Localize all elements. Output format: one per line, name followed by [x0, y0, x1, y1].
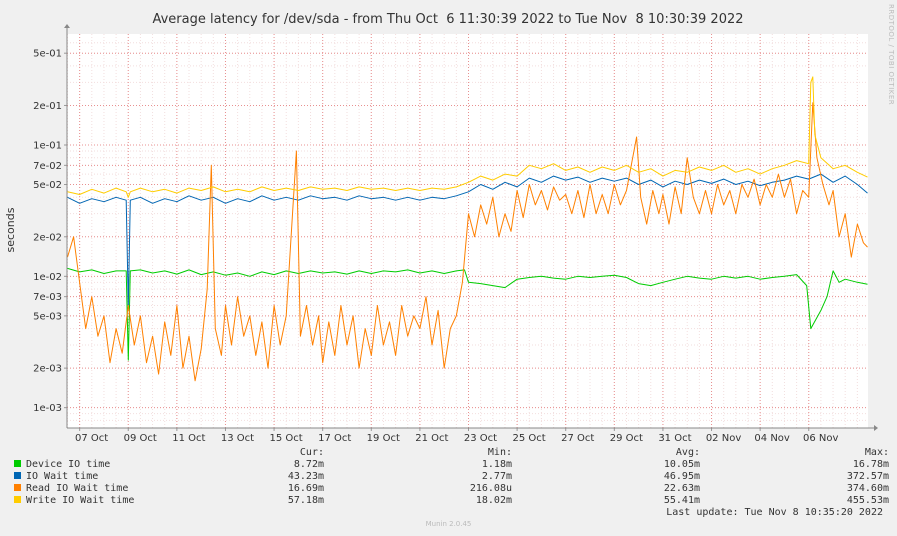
legend-swatch-io-wait: [14, 472, 21, 479]
legend-name: IO Wait time: [26, 471, 99, 482]
legend-row-device-io: Device IO time 8.72m 1.18m 10.05m 16.78m: [14, 459, 889, 471]
x-tick-label: 17 Oct: [318, 433, 351, 444]
series-line-device-io-time: [67, 267, 868, 361]
legend-header-max: Max:: [864, 447, 889, 458]
x-tick-label: 25 Oct: [513, 433, 546, 444]
legend-header-avg: Avg:: [675, 447, 700, 458]
x-tick-label: 04 Nov: [754, 433, 790, 444]
y-tick-label: 2e-01: [33, 101, 62, 112]
legend-name: Device IO time: [26, 459, 111, 470]
series-line-read-io-wait-time: [67, 102, 868, 382]
legend-min: 18.02m: [475, 495, 512, 506]
y-tick-label: 1e-02: [33, 272, 62, 283]
latency-chart: Average latency for /dev/sda - from Thu …: [4, 4, 895, 444]
legend-cur: 43.23m: [287, 471, 324, 482]
y-tick-label: 2e-03: [33, 364, 62, 375]
y-axis-arrow: [64, 24, 70, 28]
chart-title: Average latency for /dev/sda - from Thu …: [152, 12, 743, 27]
legend-max: 372.57m: [846, 471, 889, 482]
legend-swatch-write-io-wait: [14, 496, 21, 503]
x-tick-label: 07 Oct: [75, 433, 108, 444]
x-axis-arrow: [874, 425, 878, 431]
x-tick-label: 13 Oct: [221, 433, 254, 444]
y-axis-label: seconds: [4, 207, 17, 252]
x-tick-label: 06 Nov: [803, 433, 839, 444]
legend-max: 16.78m: [852, 459, 889, 470]
legend-cur: 57.18m: [287, 495, 324, 506]
legend-cur: 16.69m: [287, 483, 324, 494]
legend-swatch-device-io: [14, 460, 21, 467]
legend-cur: 8.72m: [293, 459, 324, 470]
x-tick-label: 11 Oct: [172, 433, 205, 444]
legend-avg: 46.95m: [663, 471, 700, 482]
x-tick-label: 27 Oct: [561, 433, 594, 444]
legend-row-io-wait: IO Wait time 43.23m 2.77m 46.95m 372.57m: [14, 471, 889, 483]
legend-row-write-io-wait: Write IO Wait time 57.18m 18.02m 55.41m …: [14, 495, 889, 507]
legend-min: 2.77m: [481, 471, 512, 482]
legend-min: 1.18m: [481, 459, 512, 470]
legend-row-read-io-wait: Read IO Wait time 16.69m 216.08u 22.63m …: [14, 483, 889, 495]
legend-max: 374.60m: [846, 483, 889, 494]
series-line-write-io-wait-time: [67, 76, 868, 198]
x-tick-label: 19 Oct: [367, 433, 400, 444]
x-tick-label: 31 Oct: [658, 433, 691, 444]
axis-layer: 5e-01 2e-01 1e-01 7e-02 5e-02 2e-02 1e-02 7e-03…: [33, 24, 878, 444]
legend-avg: 10.05m: [663, 459, 700, 470]
x-tick-label: 29 Oct: [610, 433, 643, 444]
legend: Cur: Min: Avg: Max: Device IO time 8.72m…: [14, 447, 889, 507]
last-update: Last update: Tue Nov 8 10:35:20 2022: [666, 507, 883, 518]
y-tick-label: 5e-01: [33, 49, 62, 60]
y-tick-label: 7e-03: [33, 292, 62, 303]
legend-header-row: Cur: Min: Avg: Max:: [14, 447, 889, 459]
y-tick-label: 1e-01: [33, 140, 62, 151]
x-tick-label: 09 Oct: [124, 433, 157, 444]
legend-min: 216.08u: [469, 483, 512, 494]
x-tick-label: 15 Oct: [269, 433, 302, 444]
legend-header-cur: Cur:: [299, 447, 324, 458]
x-tick-label: 23 Oct: [464, 433, 497, 444]
series-line-io-wait-time: [67, 173, 868, 306]
legend-name: Read IO Wait time: [26, 483, 129, 494]
legend-name: Write IO Wait time: [26, 495, 135, 506]
plot-area: [67, 34, 868, 428]
series-layer: [67, 76, 868, 382]
legend-max: 455.53m: [846, 495, 889, 506]
legend-swatch-read-io-wait: [14, 484, 21, 491]
x-tick-label: 21 Oct: [415, 433, 448, 444]
y-tick-label: 7e-02: [33, 161, 62, 172]
rrdtool-watermark: RRDTOOL / TOBI OETIKER: [887, 4, 895, 105]
munin-version-footer: Munin 2.0.45: [425, 520, 472, 528]
y-tick-label: 1e-03: [33, 403, 62, 414]
y-tick-label: 5e-02: [33, 180, 62, 191]
legend-avg: 55.41m: [663, 495, 700, 506]
x-tick-label: 02 Nov: [706, 433, 742, 444]
y-tick-label: 2e-02: [33, 232, 62, 243]
legend-avg: 22.63m: [663, 483, 700, 494]
legend-header-min: Min:: [487, 447, 512, 458]
y-tick-label: 5e-03: [33, 311, 62, 322]
